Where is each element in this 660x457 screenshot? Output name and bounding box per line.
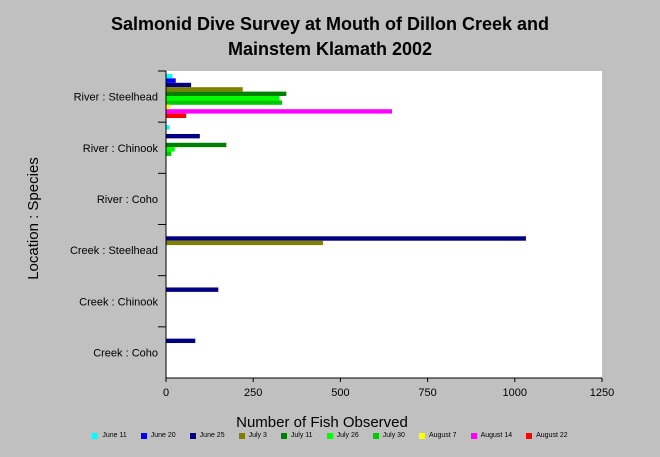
- plot-area: [166, 71, 602, 378]
- y-axis-label: Location : Species: [25, 157, 42, 280]
- legend-item: July 3: [238, 432, 267, 439]
- legend-item: July 26: [326, 432, 359, 439]
- legend-label: July 30: [382, 432, 405, 439]
- bar: [166, 74, 173, 79]
- bar: [166, 287, 219, 292]
- legend-label: June 11: [102, 432, 127, 439]
- bar: [166, 151, 172, 156]
- legend-swatch: [418, 432, 425, 439]
- category-label: Creek : Chinook: [79, 296, 158, 308]
- x-tick-label: 1250: [590, 387, 614, 399]
- category-label: River : Steelhead: [74, 92, 158, 104]
- legend-label: August 14: [480, 432, 513, 439]
- bar: [166, 338, 196, 344]
- bar: [166, 113, 187, 118]
- legend-item: June 20: [140, 432, 176, 439]
- legend-swatch: [326, 432, 333, 439]
- legend-swatch: [92, 432, 99, 439]
- bar: [166, 100, 283, 105]
- legend-item: August 14: [470, 432, 513, 439]
- x-tick-label: 1000: [503, 387, 527, 399]
- legend-label: July 3: [248, 432, 267, 439]
- chart-title-line-1: Salmonid Dive Survey at Mouth of Dillon …: [110, 14, 550, 34]
- bar: [166, 87, 243, 92]
- chart-title-line-2: Mainstem Klamath 2002: [227, 39, 433, 59]
- legend-item: August 22: [526, 432, 568, 439]
- x-tick-label: 500: [331, 387, 349, 399]
- x-tick-label: 750: [418, 387, 436, 399]
- legend-swatch: [526, 432, 533, 439]
- bar: [166, 104, 171, 110]
- legend-label: August 22: [536, 432, 568, 439]
- legend-swatch: [372, 432, 379, 439]
- bar: [166, 109, 393, 114]
- category-label: River : Coho: [97, 194, 158, 206]
- legend-swatch: [280, 432, 287, 439]
- legend-swatch: [238, 432, 245, 439]
- legend-swatch: [470, 432, 477, 439]
- chart-legend: June 11 June 20 June 25 July 3 July 11 July 2…: [0, 432, 660, 439]
- x-axis-label: Number of Fish Observed: [236, 414, 408, 431]
- bar: [166, 133, 200, 139]
- category-label: Creek : Coho: [93, 347, 158, 359]
- bar: [166, 147, 175, 152]
- bar: [166, 96, 280, 101]
- legend-label: July 26: [336, 432, 359, 439]
- legend-swatch: [189, 432, 196, 439]
- legend-swatch: [140, 432, 147, 439]
- legend-item: June 25: [189, 432, 225, 439]
- legend-label: August 7: [428, 432, 457, 439]
- bar: [166, 125, 170, 130]
- bar: [166, 240, 323, 246]
- legend-label: June 25: [199, 432, 225, 439]
- category-label: River : Chinook: [83, 143, 159, 155]
- legend-item: August 7: [418, 432, 457, 439]
- legend-label: July 11: [290, 432, 313, 439]
- legend-item: July 11: [280, 432, 313, 439]
- x-tick-label: 250: [244, 387, 262, 399]
- bar: [166, 78, 176, 83]
- legend-label: June 20: [150, 432, 176, 439]
- bar: [166, 82, 192, 88]
- chart-title: Salmonid Dive Survey at Mouth of Dillon …: [0, 12, 660, 62]
- bar: [166, 236, 526, 241]
- x-tick-label: 0: [163, 387, 169, 399]
- bar: [166, 91, 287, 96]
- legend-item: July 30: [372, 432, 405, 439]
- category-label: Creek : Steelhead: [70, 245, 158, 257]
- bar: [166, 142, 227, 148]
- legend-item: June 11: [92, 432, 127, 439]
